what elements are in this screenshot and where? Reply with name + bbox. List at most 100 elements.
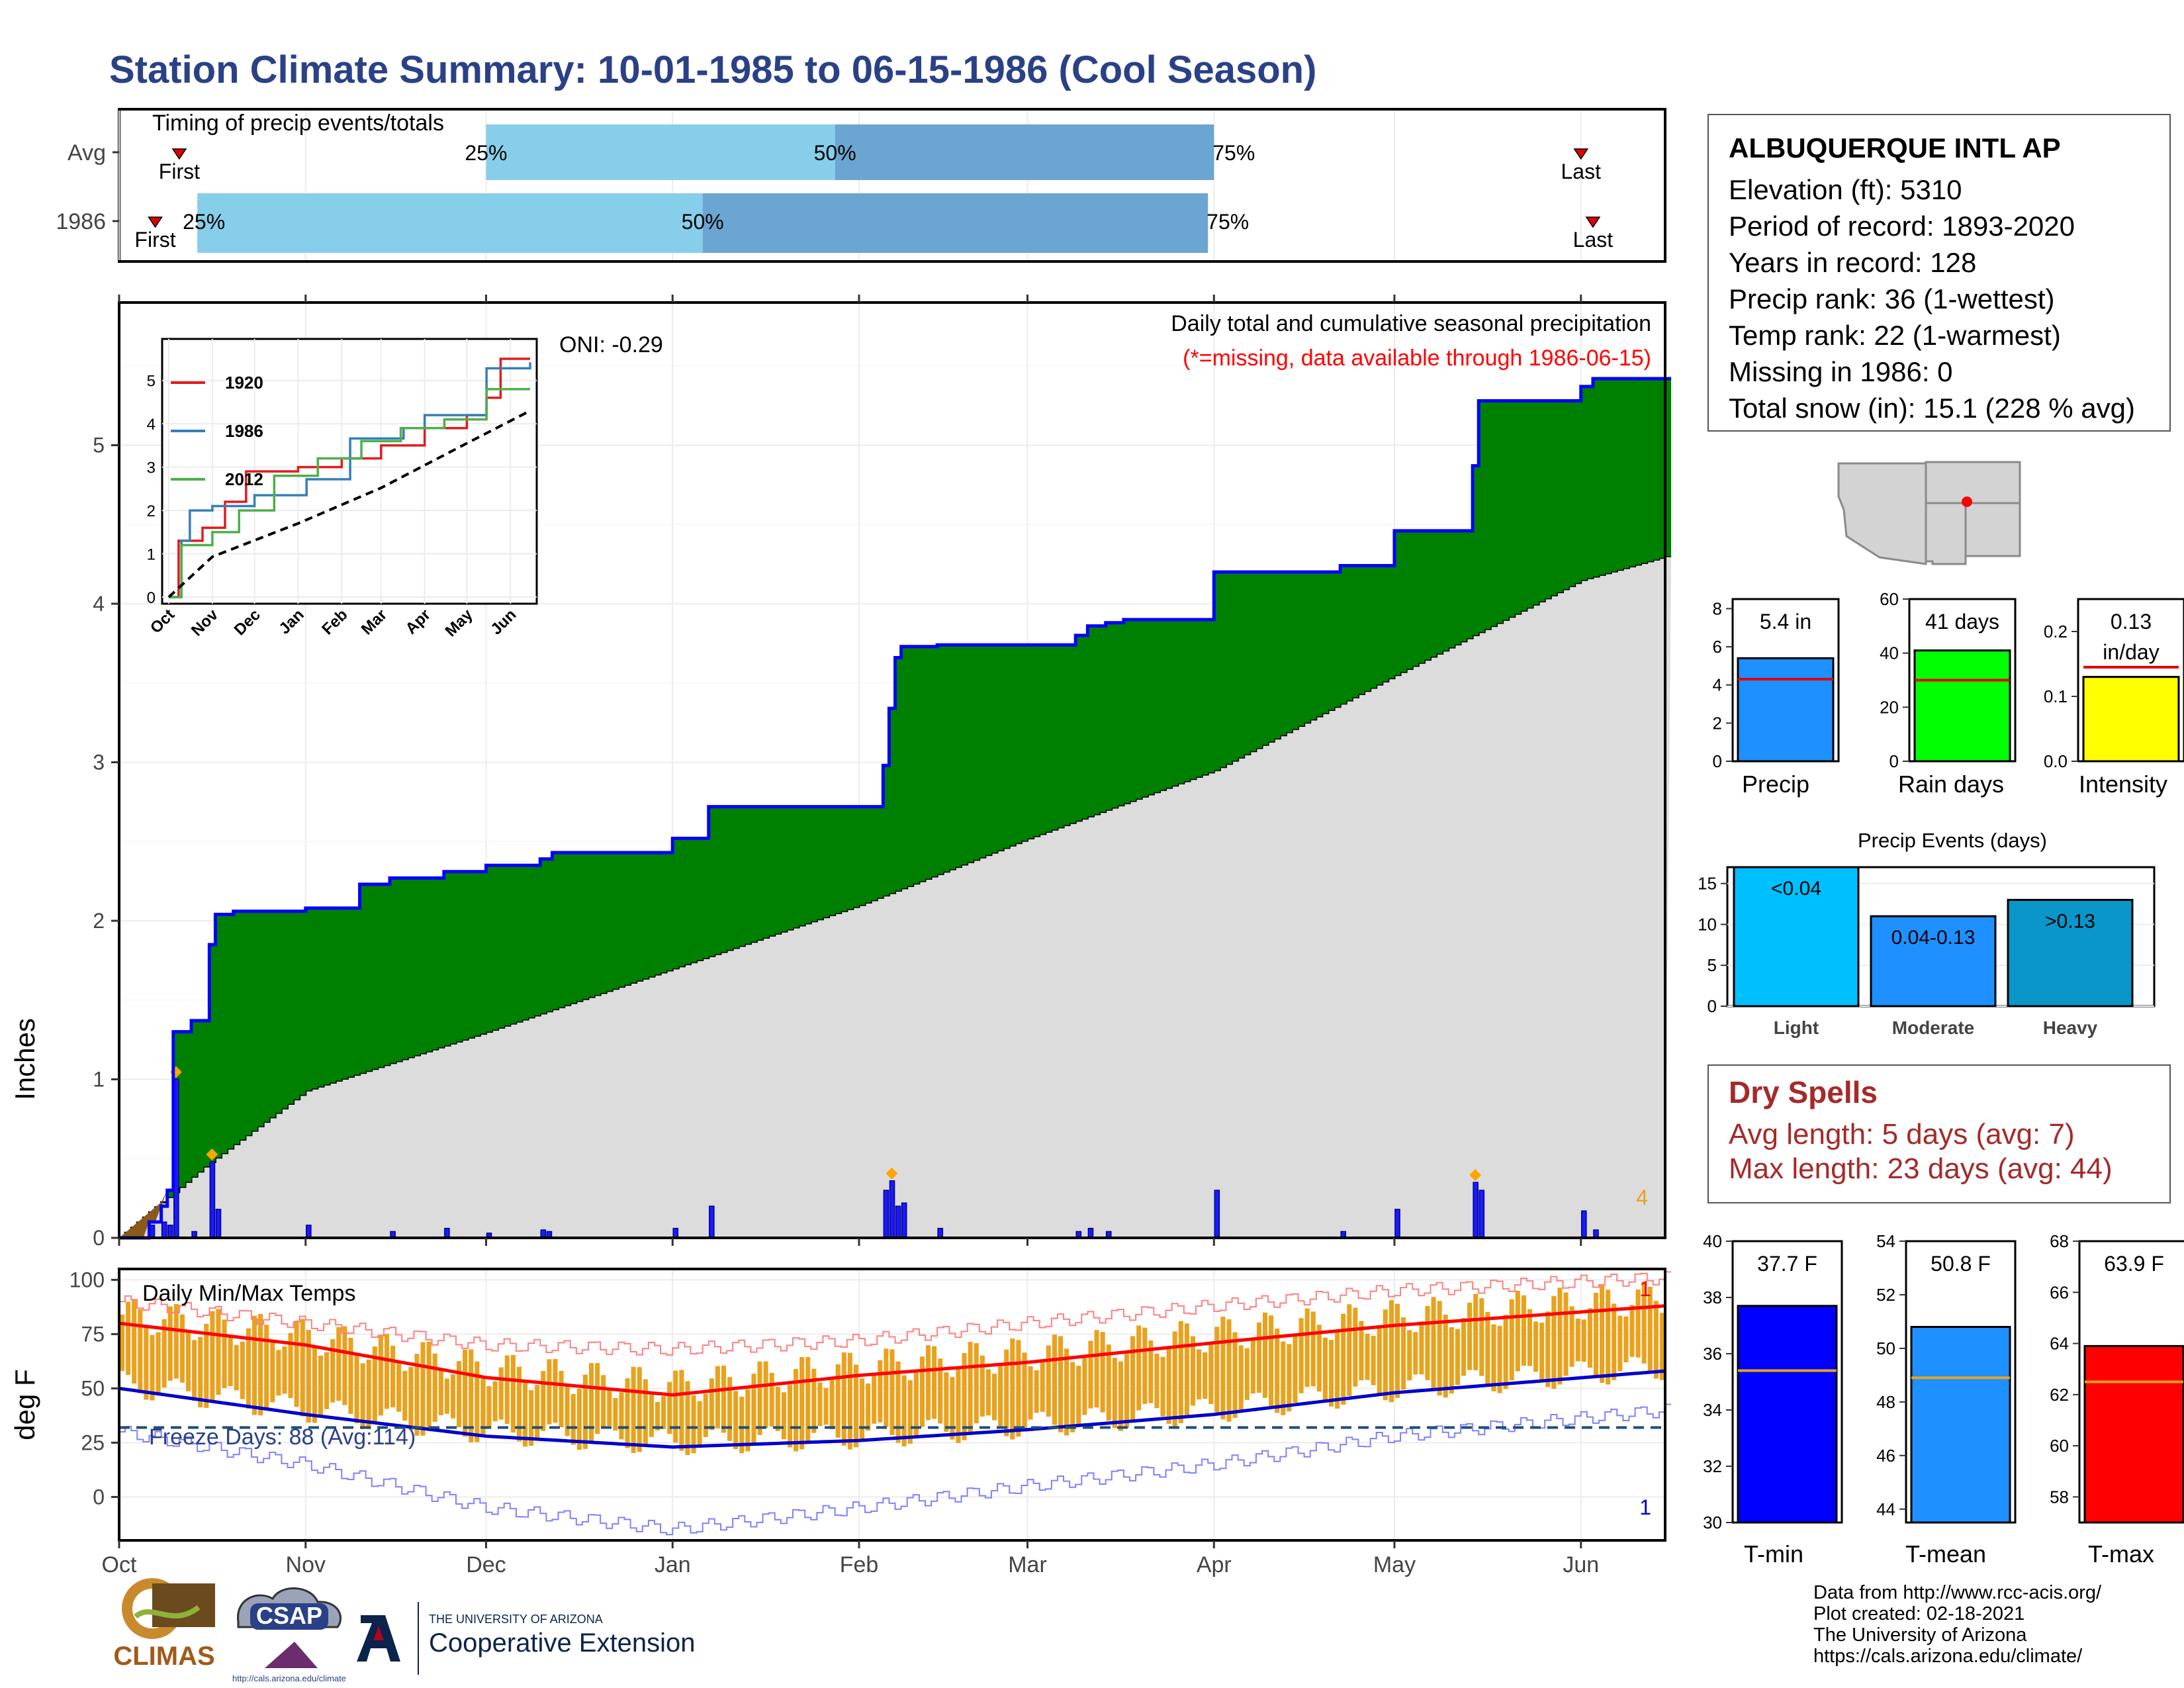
- daily-temp-bar: [360, 1363, 365, 1429]
- daily-temp-bar: [721, 1366, 727, 1433]
- daily-temp-bar: [498, 1367, 504, 1420]
- daily-temp-bar: [991, 1374, 997, 1421]
- intensity-tick-label: 0.1: [2044, 686, 2068, 706]
- daily-temp-bar: [185, 1330, 191, 1391]
- daily-temp-bar: [1521, 1295, 1526, 1366]
- temp-line-record-high: [119, 1271, 1672, 1356]
- daily-temp-bar: [1052, 1335, 1057, 1425]
- rain-days-tick-label: 40: [1880, 643, 1899, 663]
- tmin-tick-label: 38: [1703, 1288, 1722, 1307]
- daily-temp-bar: [1304, 1308, 1310, 1387]
- daily-temp-bar: [1154, 1353, 1160, 1409]
- events-bar: [2007, 898, 2134, 1008]
- daily-temp-bar: [775, 1387, 780, 1431]
- tmax-tick-label: 58: [2050, 1487, 2069, 1507]
- tmean-tick-label: 50: [1876, 1338, 1895, 1358]
- station-missing: Missing in 1986: 0: [1729, 356, 1953, 387]
- daily-temp-bar: [679, 1370, 684, 1451]
- timing-bar-25-50: [486, 124, 835, 180]
- daily-temp-bar: [1046, 1345, 1051, 1417]
- daily-precip-bar: [709, 1205, 715, 1239]
- snow-event-marker: [886, 1167, 898, 1180]
- daily-temp-bar: [1623, 1316, 1629, 1362]
- events-tick-label: 10: [1698, 914, 1717, 934]
- month-tick-label: Feb: [840, 1552, 879, 1577]
- daily-temp-bar: [1124, 1352, 1130, 1428]
- daily-temp-bar: [330, 1339, 336, 1403]
- first-event-marker: [171, 148, 187, 160]
- tmax-tick-label: 62: [2050, 1385, 2069, 1405]
- daily-temp-bar: [661, 1395, 666, 1429]
- first-event-label: First: [159, 160, 200, 183]
- events-bar: [1733, 866, 1860, 1008]
- daily-temp-bar: [535, 1385, 540, 1440]
- daily-temp-bar: [1377, 1325, 1382, 1393]
- rain-days-value-label: 41 days: [1925, 610, 1999, 633]
- tmean-tick-label: 48: [1876, 1392, 1895, 1412]
- daily-temp-bar: [306, 1330, 311, 1423]
- daily-temp-bar: [1136, 1325, 1142, 1411]
- daily-temp-bar: [655, 1401, 660, 1430]
- daily-temp-bar: [1263, 1312, 1268, 1398]
- daily-temp-bar: [372, 1346, 377, 1424]
- daily-temp-bar: [631, 1366, 636, 1454]
- page-title: Station Climate Summary: 10-01-1985 to 0…: [109, 48, 1317, 91]
- daily-temp-bar: [1160, 1356, 1165, 1417]
- daily-temp-bar: [860, 1378, 865, 1440]
- credit-plot-created: Plot created: 02-18-2021: [1813, 1603, 2025, 1624]
- daily-temp-bar: [1413, 1332, 1418, 1375]
- daily-temp-bar: [1269, 1315, 1274, 1406]
- daily-temp-bar: [625, 1378, 630, 1448]
- temp-chart-label: Daily Min/Max Temps: [142, 1281, 355, 1306]
- daily-temp-bar: [1371, 1335, 1376, 1385]
- daily-precip-bar: [167, 1225, 173, 1239]
- daily-temp-bar: [739, 1396, 745, 1454]
- inset-x-tick-label: May: [442, 606, 477, 641]
- daily-temp-bar: [1064, 1348, 1069, 1436]
- daily-temp-bar: [144, 1325, 149, 1400]
- daily-temp-bar: [1612, 1303, 1617, 1380]
- daily-temp-bar: [156, 1332, 161, 1396]
- daily-temp-bar: [1635, 1289, 1641, 1358]
- daily-temp-bar: [595, 1363, 600, 1434]
- tmin-value-label: 37.7 F: [1757, 1252, 1817, 1276]
- inset-x-tick-label: Oct: [147, 606, 178, 637]
- daily-temp-bar: [907, 1380, 913, 1444]
- daily-temp-bar: [1629, 1305, 1635, 1357]
- daily-temp-bar: [132, 1299, 137, 1384]
- daily-temp-bar: [336, 1327, 341, 1401]
- daily-temp-bar: [1178, 1321, 1183, 1423]
- daily-temp-bar: [582, 1374, 588, 1449]
- temp-line-avg-tmin: [118, 1369, 1666, 1449]
- inset-legend-label: 1920: [225, 373, 263, 393]
- daily-temp-bar: [974, 1343, 979, 1424]
- intensity-tick-label: 0.0: [2044, 751, 2068, 771]
- daily-temp-bar: [697, 1401, 702, 1446]
- daily-temp-bar: [835, 1364, 841, 1438]
- daily-temp-bar: [613, 1397, 618, 1431]
- intensity-value-label: in/day: [2103, 640, 2159, 664]
- daily-precip-bar: [937, 1227, 944, 1239]
- inset-y-tick-label: 0: [147, 589, 156, 607]
- timing-p50-label: 50%: [682, 210, 724, 234]
- inset-x-tick-label: Mar: [358, 606, 390, 638]
- daily-temp-bar: [1503, 1315, 1508, 1389]
- dry-spells-box: Dry Spells Avg length: 5 days (avg: 7) M…: [1707, 1064, 2171, 1203]
- tmean-tick-label: 44: [1876, 1499, 1895, 1519]
- daily-temp-bar: [1058, 1336, 1064, 1432]
- daily-temp-bar: [1100, 1332, 1105, 1413]
- daily-temp-bar: [1341, 1313, 1346, 1405]
- daily-temp-bar: [932, 1346, 937, 1419]
- daily-temp-bar: [390, 1345, 396, 1407]
- daily-temp-bar: [1467, 1302, 1473, 1370]
- daily-temp-bar: [1076, 1366, 1081, 1425]
- tmin-bar-label: T-min: [1744, 1540, 1803, 1568]
- university-of-arizona-logo: THE UNIVERSITY OF ARIZONA Cooperative Ex…: [357, 1602, 695, 1675]
- temp-y-tick-label: 25: [81, 1430, 105, 1454]
- temp-line-avg-tmax: [118, 1304, 1666, 1397]
- events-tick-label: 15: [1698, 874, 1717, 894]
- month-tick-label: Dec: [466, 1552, 506, 1577]
- logos: CLIMAS CSAP http://cals.arizona.edu/clim…: [113, 1578, 695, 1683]
- daily-temp-bar: [781, 1392, 786, 1440]
- credits: Data from http://www.rcc-acis.org/ Plot …: [1813, 1582, 2101, 1667]
